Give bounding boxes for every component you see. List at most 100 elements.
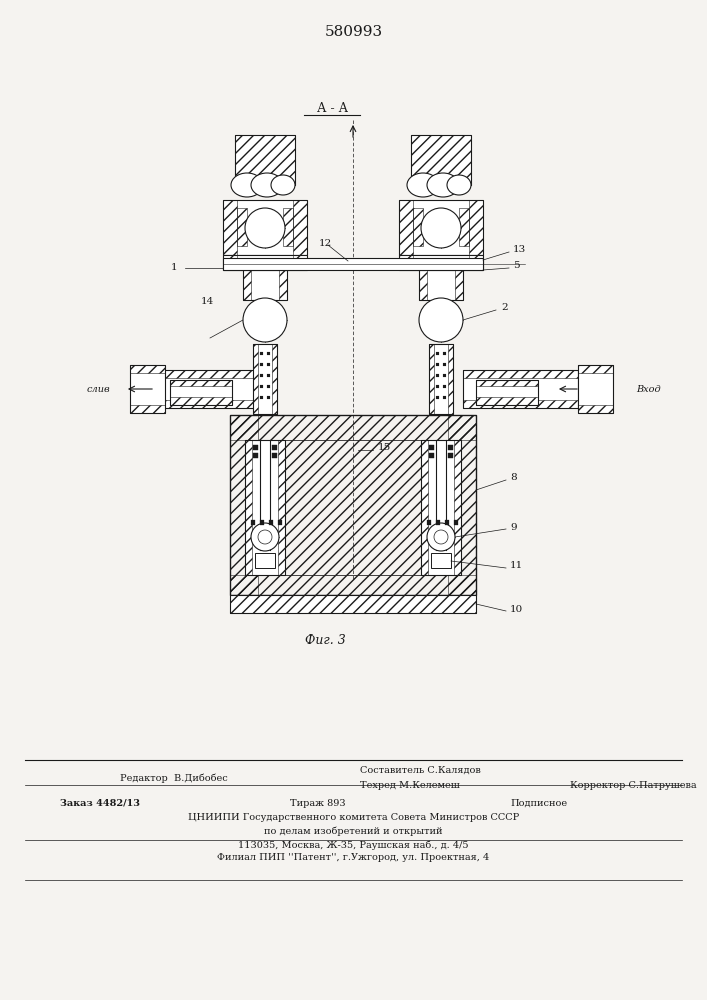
Text: 15: 15 — [378, 444, 391, 452]
Bar — [230, 415, 476, 440]
Text: Редактор  В.Дибобес: Редактор В.Дибобес — [120, 773, 228, 783]
Bar — [170, 380, 232, 386]
Bar — [436, 396, 439, 399]
Bar — [436, 520, 440, 525]
Bar — [285, 440, 421, 575]
Bar — [170, 397, 232, 405]
Circle shape — [427, 523, 455, 551]
Text: Тираж 893: Тираж 893 — [290, 798, 346, 808]
Bar — [255, 553, 275, 568]
Bar — [578, 365, 613, 373]
Circle shape — [243, 298, 287, 342]
Bar — [445, 520, 449, 525]
Bar — [463, 370, 578, 408]
Bar — [448, 453, 453, 458]
Text: Филиал ПИП ''Патент'', г.Ужгород, ул. Проектная, 4: Филиал ПИП ''Патент'', г.Ужгород, ул. Пр… — [217, 854, 490, 862]
Ellipse shape — [447, 175, 471, 195]
Bar — [448, 445, 453, 450]
Bar — [469, 255, 483, 270]
Text: слив: слив — [86, 384, 110, 393]
Text: 9: 9 — [510, 522, 517, 532]
Circle shape — [421, 208, 461, 248]
Ellipse shape — [251, 173, 283, 197]
Bar — [260, 520, 264, 525]
Bar — [279, 270, 287, 300]
Bar — [469, 200, 483, 255]
Bar — [578, 365, 613, 413]
Bar — [419, 270, 427, 300]
Bar — [455, 270, 463, 300]
Bar — [251, 520, 255, 525]
Circle shape — [251, 523, 279, 551]
Bar — [476, 397, 538, 405]
Bar — [578, 405, 613, 413]
Text: Заказ 4482/13: Заказ 4482/13 — [60, 798, 140, 808]
Text: ЦНИИПИ Государственного комитета Совета Министров СССР: ЦНИИПИ Государственного комитета Совета … — [188, 812, 519, 822]
Bar — [223, 200, 237, 255]
Bar — [443, 396, 446, 399]
Text: 8: 8 — [510, 474, 517, 483]
Bar — [431, 553, 451, 568]
Text: 5: 5 — [513, 261, 520, 270]
Bar — [260, 363, 263, 366]
Text: Техред М.Келемеш: Техред М.Келемеш — [360, 780, 460, 790]
Bar — [399, 255, 483, 270]
Text: Составитель С.Калядов: Составитель С.Калядов — [360, 766, 481, 774]
Bar — [130, 365, 165, 373]
Bar — [399, 255, 413, 270]
Bar — [436, 385, 439, 388]
Bar — [155, 400, 270, 408]
Bar — [230, 575, 476, 595]
Text: 2: 2 — [501, 304, 508, 312]
Bar — [230, 415, 476, 595]
Bar — [245, 440, 252, 575]
Bar — [223, 258, 483, 270]
Bar — [130, 405, 165, 413]
Text: Фиг. 3: Фиг. 3 — [305, 634, 346, 647]
Bar — [278, 520, 282, 525]
Bar — [399, 200, 413, 255]
Bar — [260, 374, 263, 377]
Ellipse shape — [427, 173, 459, 197]
Bar — [272, 344, 277, 414]
Bar — [267, 385, 270, 388]
Bar — [253, 453, 258, 458]
Bar — [436, 374, 439, 377]
Bar — [443, 385, 446, 388]
Bar — [421, 440, 428, 575]
Bar — [463, 400, 578, 408]
Bar — [454, 520, 458, 525]
Bar — [267, 396, 270, 399]
Bar — [245, 440, 285, 575]
Bar — [253, 344, 258, 414]
Text: Корректор С.Патрушева: Корректор С.Патрушева — [570, 780, 696, 790]
Bar — [413, 208, 423, 246]
Bar — [448, 415, 476, 595]
Ellipse shape — [231, 173, 263, 197]
Text: 10: 10 — [510, 604, 523, 613]
Bar — [429, 445, 434, 450]
Bar — [476, 380, 538, 405]
Circle shape — [419, 298, 463, 342]
Text: 113035, Москва, Ж-35, Раушская наб., д. 4/5: 113035, Москва, Ж-35, Раушская наб., д. … — [238, 840, 469, 850]
Bar — [237, 208, 247, 246]
Bar — [459, 208, 469, 246]
Bar — [230, 415, 258, 595]
Text: Вход: Вход — [636, 384, 660, 393]
Bar — [235, 135, 295, 185]
Bar — [253, 445, 258, 450]
Bar — [130, 365, 165, 413]
Bar — [443, 352, 446, 355]
Text: по делам изобретений и открытий: по делам изобретений и открытий — [264, 826, 443, 836]
Bar — [463, 370, 578, 378]
Bar — [253, 344, 277, 414]
Bar — [476, 380, 538, 386]
Bar — [454, 440, 461, 575]
Bar — [436, 352, 439, 355]
Bar — [267, 352, 270, 355]
Bar — [293, 255, 307, 270]
Bar — [267, 363, 270, 366]
Bar — [243, 270, 251, 300]
Bar — [235, 135, 295, 185]
Bar — [223, 200, 307, 255]
